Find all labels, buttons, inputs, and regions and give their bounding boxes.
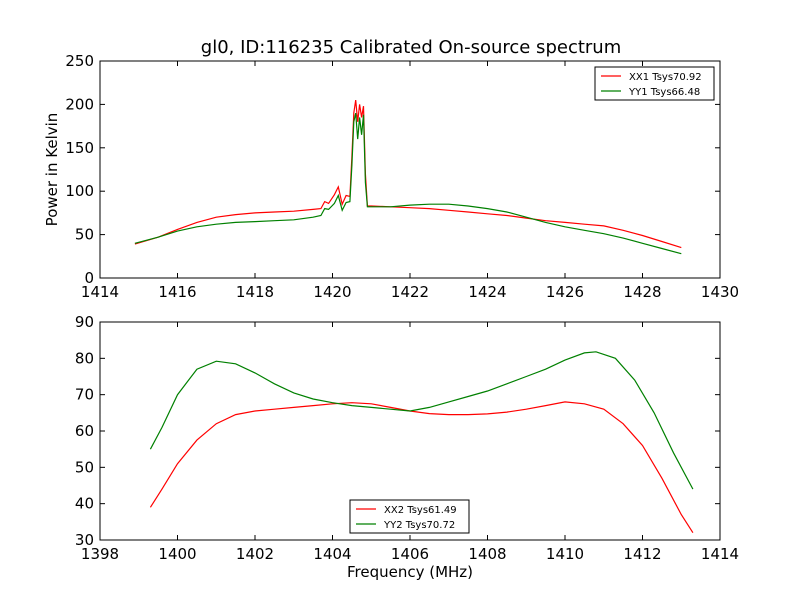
y-tick-label: 100 [65,182,94,200]
y-axis-label: Power in Kelvin [43,113,61,227]
legend-entry: YY1 Tsys66.48 [628,87,700,98]
y-tick-label: 80 [75,349,94,367]
series-line-yy1 [134,112,682,255]
y-tick-label: 40 [75,495,94,513]
x-tick-label: 1430 [701,283,739,301]
legend: XX1 Tsys70.92 YY1 Tsys66.48 [594,66,715,101]
y-tick-label: 90 [75,313,94,331]
x-tick-label: 1414 [81,283,119,301]
x-tick-label: 1398 [81,545,119,563]
x-axis-label: Frequency (MHz) [347,563,473,581]
y-tick-label: 50 [75,458,94,476]
x-tick-label: 1424 [468,283,506,301]
x-tick-label: 1408 [468,545,506,563]
x-tick-label: 1426 [546,283,584,301]
x-tick-label: 1428 [623,283,661,301]
legend-entry: XX1 Tsys70.92 [629,72,702,83]
y-tick-label: 60 [75,422,94,440]
x-tick-label: 1414 [701,545,739,563]
bottom-chart: 1398 1400 1402 1404 1406 1408 1410 1412 1414 30 40… [75,313,739,581]
x-tick-label: 1418 [236,283,274,301]
x-tick-label: 1410 [546,545,584,563]
y-tick-label: 150 [65,139,94,157]
x-tick-label: 1420 [313,283,351,301]
y-tick-label: 70 [75,386,94,404]
x-tick-label: 1404 [313,545,351,563]
legend-box [349,499,470,534]
legend-box [594,66,715,101]
series-line-yy2 [149,351,694,490]
series-line-xx1 [134,100,682,249]
x-tick-label: 1402 [236,545,274,563]
y-tick-label: 0 [84,269,94,287]
x-tick-label: 1400 [158,545,196,563]
y-tick-label: 50 [75,226,94,244]
y-tick-label: 200 [65,95,94,113]
series-line-xx2 [149,401,694,534]
legend: XX2 Tsys61.49 YY2 Tsys70.72 [349,499,470,534]
legend-entry: YY2 Tsys70.72 [383,520,455,531]
x-tick-label: 1412 [623,545,661,563]
x-tick-label: 1416 [158,283,196,301]
x-tick-label: 1406 [391,545,429,563]
y-tick-label: 30 [75,531,94,549]
legend-entry: XX2 Tsys61.49 [384,505,457,516]
figure-title: gl0, ID:116235 Calibrated On-source spec… [201,37,621,58]
y-tick-label: 250 [65,52,94,70]
x-tick-label: 1422 [391,283,429,301]
top-chart: 1414 1416 1418 1420 1422 1424 1426 1428 1430 0 50 1… [43,52,739,301]
